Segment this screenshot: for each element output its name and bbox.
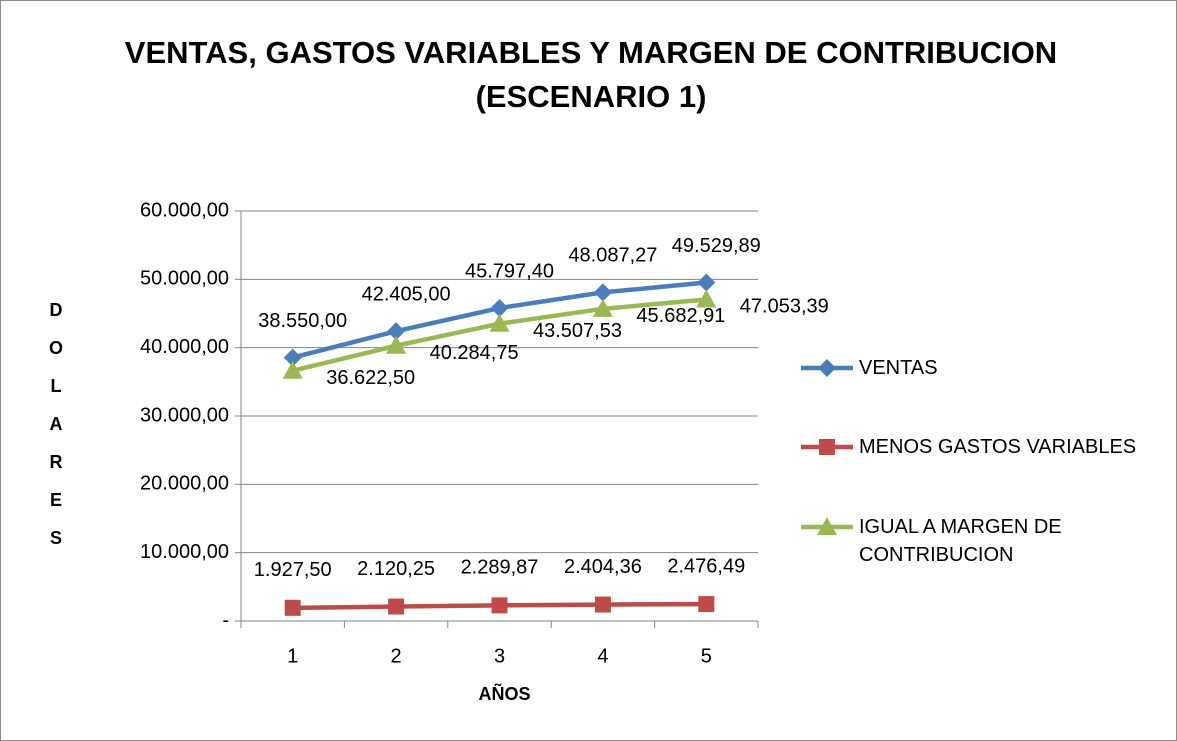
- legend-label: MENOS GASTOS VARIABLES: [859, 436, 1137, 458]
- x-tick-label: 4: [597, 645, 608, 667]
- legend-marker: [819, 439, 835, 455]
- legend-label: VENTAS: [859, 357, 938, 379]
- data-point: [282, 360, 303, 379]
- y-axis-label: DOLARES: [49, 300, 64, 548]
- y-tick-label: 40.000,00: [140, 336, 229, 358]
- data-label: 48.087,27: [568, 245, 657, 267]
- data-point: [489, 313, 510, 332]
- data-label: 45.797,40: [465, 260, 554, 282]
- data-point: [697, 273, 716, 292]
- y-tick-label: 10.000,00: [140, 541, 229, 563]
- legend-marker: [818, 359, 836, 377]
- data-label: 45.682,91: [636, 305, 725, 327]
- x-tick-label: 5: [701, 645, 712, 667]
- data-label: 2.289,87: [461, 557, 539, 579]
- x-tick-label: 1: [287, 645, 298, 667]
- y-tick-label: 30.000,00: [140, 404, 229, 426]
- data-label: 47.053,39: [740, 296, 829, 318]
- y-tick-label: -: [222, 609, 229, 631]
- data-point: [284, 599, 301, 616]
- chart-title: VENTAS, GASTOS VARIABLES Y MARGEN DE CON…: [124, 35, 1058, 114]
- data-point: [696, 289, 717, 308]
- data-point: [491, 597, 508, 614]
- data-label: 36.622,50: [326, 367, 415, 389]
- data-point: [283, 348, 302, 367]
- data-point: [594, 596, 611, 613]
- x-axis-label: AÑOS: [478, 683, 530, 704]
- data-label: 43.507,53: [533, 320, 622, 342]
- legend-label: IGUAL A MARGEN DE CONTRIBUCION: [859, 516, 1062, 566]
- x-tick-label: 3: [494, 645, 505, 667]
- data-point: [592, 298, 613, 317]
- data-point: [386, 335, 407, 354]
- y-tick-label: 60.000,00: [140, 199, 229, 221]
- data-label: 40.284,75: [430, 342, 519, 364]
- data-label: 2.476,49: [667, 555, 745, 577]
- data-label: 38.550,00: [258, 310, 347, 332]
- data-label: 2.120,25: [357, 558, 435, 580]
- data-point: [698, 596, 715, 613]
- data-point: [593, 283, 612, 302]
- y-tick-label: 20.000,00: [140, 473, 229, 495]
- data-label: 49.529,89: [672, 235, 761, 257]
- y-tick-label: 50.000,00: [140, 268, 229, 290]
- x-tick-label: 2: [391, 645, 402, 667]
- data-label: 42.405,00: [362, 284, 451, 306]
- data-point: [388, 598, 405, 615]
- legend-marker: [817, 517, 837, 535]
- data-label: 1.927,50: [254, 559, 332, 581]
- data-point: [387, 322, 406, 341]
- data-point: [490, 299, 509, 318]
- data-label: 2.404,36: [564, 556, 642, 578]
